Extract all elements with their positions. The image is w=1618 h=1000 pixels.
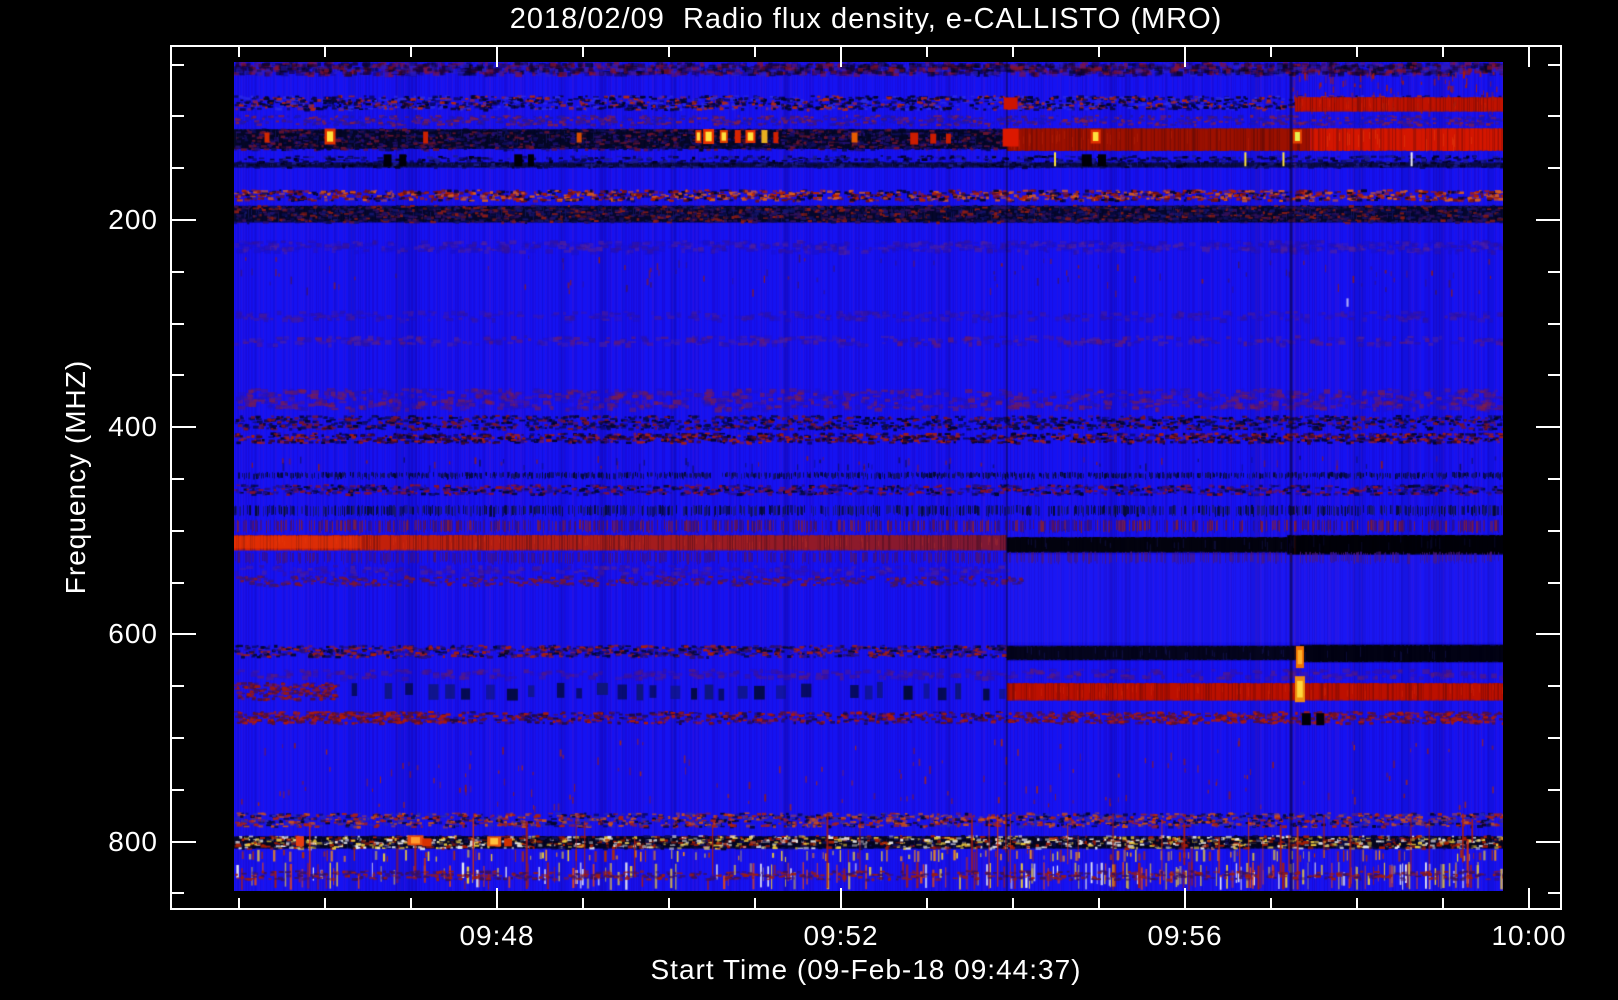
- y-axis-tick: [172, 219, 196, 221]
- x-axis-tick: [496, 888, 498, 908]
- y-axis-tick: [1536, 426, 1560, 429]
- y-axis-tick: [1548, 529, 1560, 532]
- x-axis-tick: [410, 47, 412, 57]
- x-axis-tick: [1098, 47, 1100, 57]
- y-tick-label: 800: [108, 825, 158, 857]
- y-axis-tick: [172, 581, 184, 584]
- y-axis-tick: [1548, 374, 1560, 377]
- y-axis-tick: [1548, 322, 1560, 325]
- y-axis-tick: [1536, 633, 1560, 636]
- x-axis-tick: [754, 898, 756, 908]
- y-axis-tick: [172, 685, 184, 688]
- y-axis-tick: [172, 737, 184, 739]
- x-tick-label: 10:00: [1491, 920, 1567, 951]
- y-tick-label: 400: [108, 411, 158, 443]
- x-axis-title: Start Time (09-Feb-18 09:44:37): [650, 954, 1082, 985]
- y-axis-tick: [172, 63, 184, 66]
- y-axis-tick: [172, 322, 184, 325]
- x-axis-tick: [1012, 898, 1014, 908]
- x-axis-tick: [496, 47, 498, 67]
- x-tick-label: 09:56: [1147, 920, 1223, 951]
- y-axis-tick: [172, 788, 184, 791]
- x-axis-tick: [754, 47, 756, 57]
- x-axis-tick: [1012, 47, 1014, 57]
- x-axis-tick: [324, 47, 326, 57]
- x-axis-tick: [1442, 898, 1444, 908]
- y-axis-tick: [172, 426, 196, 429]
- y-axis-tick: [172, 374, 184, 377]
- x-axis-tick: [410, 898, 412, 908]
- x-axis-tick: [926, 898, 928, 908]
- y-axis-tick: [172, 167, 184, 170]
- y-axis-tick: [172, 529, 184, 532]
- x-axis-tick: [238, 47, 240, 57]
- y-axis-tick: [1548, 115, 1560, 118]
- y-tick-label: 600: [108, 618, 158, 650]
- x-axis-tick: [582, 898, 584, 908]
- x-axis-tick: [1528, 888, 1530, 908]
- y-axis-tick: [172, 892, 184, 895]
- x-axis-tick: [238, 898, 240, 908]
- x-axis-tick: [1098, 898, 1100, 908]
- x-axis-tick: [668, 47, 670, 57]
- x-axis-tick: [840, 47, 842, 67]
- x-axis-tick: [1356, 47, 1358, 57]
- y-axis-tick: [1548, 270, 1560, 273]
- x-axis-tick: [1528, 47, 1530, 67]
- plot-frame: [170, 45, 1562, 910]
- y-axis-tick: [1548, 892, 1560, 895]
- y-axis-tick: [172, 840, 196, 843]
- y-axis-tick: [1536, 840, 1560, 843]
- x-axis-tick: [668, 898, 670, 908]
- x-axis-tick: [926, 47, 928, 57]
- x-axis-tick: [1442, 47, 1444, 57]
- x-axis-tick: [1356, 898, 1358, 908]
- y-tick-label: 200: [108, 204, 158, 235]
- y-axis-tick: [172, 478, 184, 480]
- y-axis-tick: [1548, 167, 1560, 170]
- x-axis-tick: [582, 47, 584, 57]
- x-axis-tick: [324, 898, 326, 908]
- chart-title: 2018/02/09 Radio flux density, e-CALLIST…: [509, 3, 1223, 35]
- x-axis-tick: [1270, 47, 1272, 57]
- y-axis-tick: [1548, 63, 1560, 66]
- x-axis-tick: [1270, 898, 1272, 908]
- y-axis-tick: [172, 115, 184, 118]
- x-tick-label: 09:52: [803, 920, 879, 951]
- y-axis-title: Frequency (MHZ): [60, 359, 91, 595]
- y-axis-tick: [1536, 219, 1560, 221]
- y-axis-tick: [172, 633, 196, 636]
- x-axis-tick: [1184, 47, 1186, 67]
- x-axis-tick: [840, 888, 842, 908]
- y-axis-tick: [1548, 788, 1560, 791]
- y-axis-tick: [1548, 478, 1560, 480]
- x-tick-label: 09:48: [459, 920, 535, 951]
- y-axis-tick: [172, 270, 184, 273]
- x-axis-tick: [1184, 888, 1186, 908]
- y-axis-tick: [1548, 685, 1560, 688]
- spectrogram-canvas: [234, 62, 1503, 891]
- y-axis-tick: [1548, 581, 1560, 584]
- y-axis-tick: [1548, 737, 1560, 739]
